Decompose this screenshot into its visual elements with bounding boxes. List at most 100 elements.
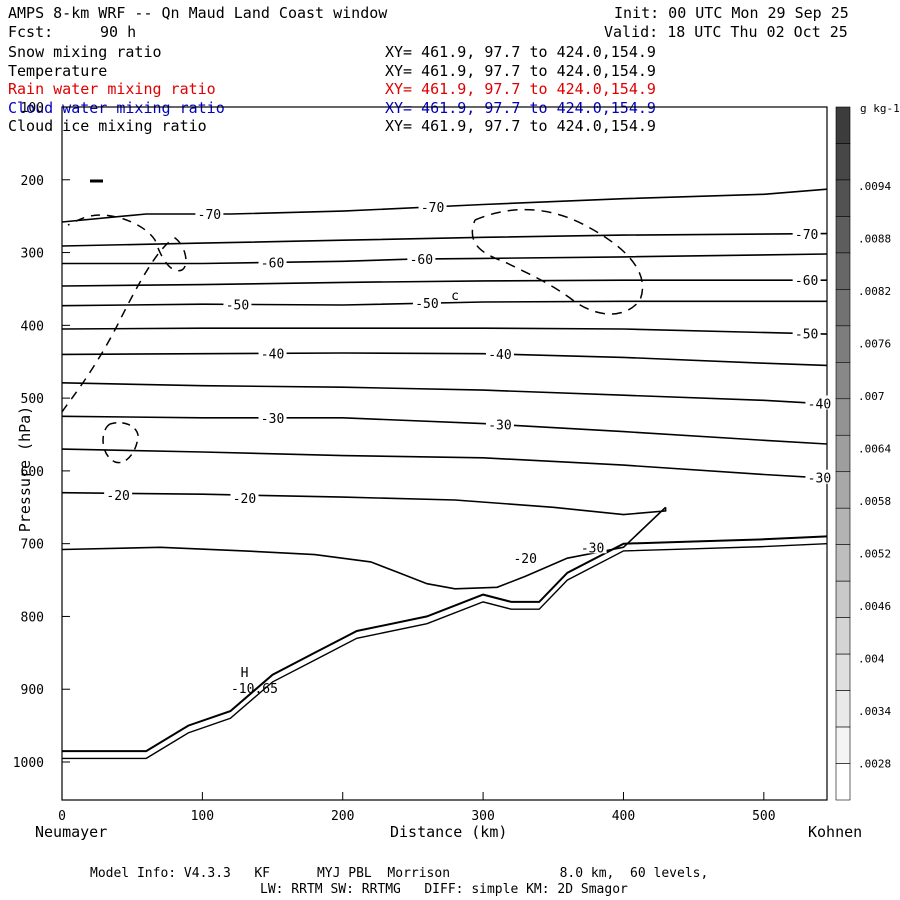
colorbar-label: .0046 — [858, 600, 891, 613]
temperature-contour-line — [61, 279, 827, 287]
physics-info: LW: RRTM SW: RRTMG DIFF: simple KM: 2D S… — [260, 882, 628, 897]
x-axis-ticks: 0 100 200 300 400 500 — [58, 792, 776, 824]
colorbar-swatch — [835, 726, 851, 764]
temperature-contour-line — [62, 253, 828, 265]
temperature-contour-line — [61, 382, 828, 405]
field-name-cloud-water: Cloud water mixing ratio — [8, 99, 225, 117]
temperature-contour-line — [61, 327, 828, 335]
contour-label-bg — [805, 469, 834, 484]
cloud-ice-contours — [61, 179, 644, 464]
contour-label-bg — [511, 550, 540, 565]
y-axis-title: Pressure (hPa) — [16, 405, 35, 533]
y-tick-label: 900 — [21, 683, 44, 698]
contour-label: -20 — [233, 492, 256, 507]
colorbar-swatch — [835, 216, 851, 254]
x-tick-label: 0 — [58, 809, 66, 824]
colorbar-label: .0052 — [858, 548, 891, 561]
temperature-contour-line — [61, 188, 828, 223]
colorbar-unit: g kg-1 — [860, 102, 900, 115]
colorbar-swatch — [835, 617, 851, 655]
contour-label: -60 — [410, 253, 433, 268]
contour-label: -60 — [261, 256, 284, 271]
y-tick-label: 1000 — [13, 756, 44, 771]
colorbar: g kg-1 .0094 .0088 .0082 .0076 .007 .0064 .0058… — [835, 102, 900, 801]
contour-symbol: c — [451, 289, 459, 304]
temperature-contour-line — [61, 232, 828, 247]
colorbar-swatch — [835, 143, 851, 181]
x-tick-label: 100 — [191, 809, 214, 824]
x-tick-label: 200 — [331, 809, 354, 824]
field-xy-snow: XY= 461.9, 97.7 to 424.0,154.9 — [385, 43, 656, 61]
contour-label-bg — [230, 489, 259, 504]
colorbar-swatch — [835, 325, 851, 363]
field-name-rain: Rain water mixing ratio — [8, 80, 216, 98]
x-tick-label: 300 — [471, 809, 494, 824]
colorbar-swatch — [835, 471, 851, 509]
contour-label: -30 — [808, 472, 831, 487]
surface-terrain-line — [62, 535, 828, 753]
colorbar-swatch — [835, 362, 851, 400]
colorbar-swatch — [835, 544, 851, 582]
field-name-snow: Snow mixing ratio — [8, 43, 162, 61]
colorbar-swatch — [835, 289, 851, 327]
colorbar-swatch — [835, 179, 851, 217]
temperature-contour-line — [61, 415, 828, 445]
y-tick-label: 700 — [21, 538, 44, 553]
forecast-label: Fcst: — [8, 23, 54, 41]
contour-label: -40 — [488, 348, 511, 363]
colorbar-swatch — [835, 690, 851, 728]
contour-label-bg — [195, 205, 224, 220]
temperature-contour-line — [61, 352, 828, 367]
colorbar-label: .0082 — [858, 285, 891, 298]
contour-label: -60 — [795, 274, 818, 289]
contour-label-bg — [407, 251, 436, 266]
temperature-contour-line — [61, 491, 667, 516]
y-axis-ticks: 100 200 300 400 500 600 700 800 900 1000 — [13, 101, 70, 771]
colorbar-label: .0028 — [858, 758, 891, 771]
contour-labels: -70 -70 -70 -60 -60 -60 -50 -50 -50 -40 -40 -40 -30 -… — [104, 198, 834, 697]
colorbar-label: .0034 — [858, 705, 891, 718]
surface-terrain-line-lower — [62, 543, 828, 760]
chart-title: AMPS 8-km WRF -- Qn Maud Land Coast wind… — [8, 4, 388, 22]
colorbar-label: .0094 — [858, 180, 891, 193]
colorbar-swatch — [835, 106, 851, 144]
forecast-hours: 90 h — [100, 23, 137, 41]
contour-label: -30 — [488, 419, 511, 434]
contour-label-bg — [792, 272, 821, 287]
x-axis-title: Distance (km) — [390, 823, 508, 841]
cloud-contour-right — [471, 208, 644, 315]
contour-label-bg — [258, 409, 287, 424]
contour-label: -20 — [513, 552, 536, 567]
colorbar-swatch — [835, 580, 851, 618]
field-xy-temperature: XY= 461.9, 97.7 to 424.0,154.9 — [385, 62, 656, 80]
colorbar-label: .004 — [858, 653, 885, 666]
temperature-contour-line — [61, 300, 827, 307]
valid-time: Valid: 18 UTC Thu 02 Oct 25 — [604, 23, 848, 41]
contour-label-bg — [104, 486, 133, 501]
y-tick-label: 500 — [21, 392, 44, 407]
model-info: Model Info: V4.3.3 KF MYJ PBL Morrison 8… — [90, 866, 709, 881]
temperature-contour-line — [61, 448, 828, 479]
contour-label-bg — [805, 395, 834, 410]
contour-label-bg — [792, 325, 821, 340]
contour-label: -40 — [808, 397, 831, 412]
contour-label-bg — [792, 225, 821, 240]
contour-label-bg — [258, 345, 287, 360]
colorbar-label: .0058 — [858, 495, 891, 508]
y-tick-label: 800 — [21, 610, 44, 625]
init-time: Init: 00 UTC Mon 29 Sep 25 — [614, 4, 849, 22]
contour-label: -50 — [226, 298, 249, 313]
contour-label-bg — [578, 539, 607, 554]
contour-label: -20 — [106, 489, 129, 504]
colorbar-label: .0064 — [858, 443, 891, 456]
field-name-cloud-ice: Cloud ice mixing ratio — [8, 117, 207, 135]
contour-label-bg — [485, 416, 514, 431]
contour-label-bg — [485, 346, 514, 361]
field-xy-cloud-water: XY= 461.9, 97.7 to 424.0,154.9 — [385, 99, 656, 117]
terrain-contours — [62, 535, 828, 760]
colorbar-swatch — [835, 653, 851, 691]
x-right-endpoint: Kohnen — [808, 823, 863, 841]
plot-frame — [61, 106, 828, 801]
cloud-contour-left — [61, 214, 187, 413]
